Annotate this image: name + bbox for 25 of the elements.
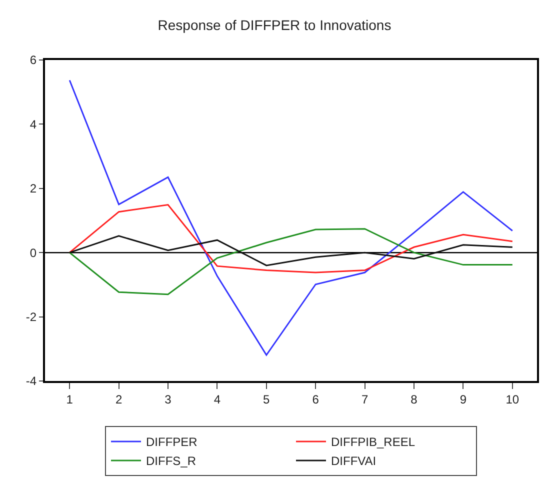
line-series [68,235,514,266]
legend-label: DIFFVAI [331,454,376,468]
chart-title: Response of DIFFPER to Innovations [158,16,392,33]
x-tick-label: 2 [115,392,122,406]
x-tick-label: 10 [506,392,520,406]
x-tick-label: 4 [214,392,221,406]
y-tick-label: 4 [30,117,37,132]
x-tick-label: 5 [263,392,270,406]
x-tick-label: 1 [66,392,74,406]
x-tick-label: 6 [312,392,320,406]
legend-label: DIFFPIB_REEL [331,435,416,450]
y-tick-label: 6 [30,53,37,68]
y-tick-label: 0 [30,246,37,260]
y-tick-label: 2 [30,182,37,196]
x-tick-label: 9 [460,392,467,406]
y-tick-label: -4 [26,374,37,388]
line-series [68,79,514,356]
legend-label: DIFFPER [146,435,198,450]
y-tick-label: -2 [26,310,37,324]
line-series [68,228,514,296]
x-tick-label: 8 [410,392,418,406]
legend-label: DIFFS_R [146,454,196,468]
x-tick-label: 7 [361,392,368,406]
line-series [68,204,514,274]
x-tick-label: 3 [164,392,172,406]
